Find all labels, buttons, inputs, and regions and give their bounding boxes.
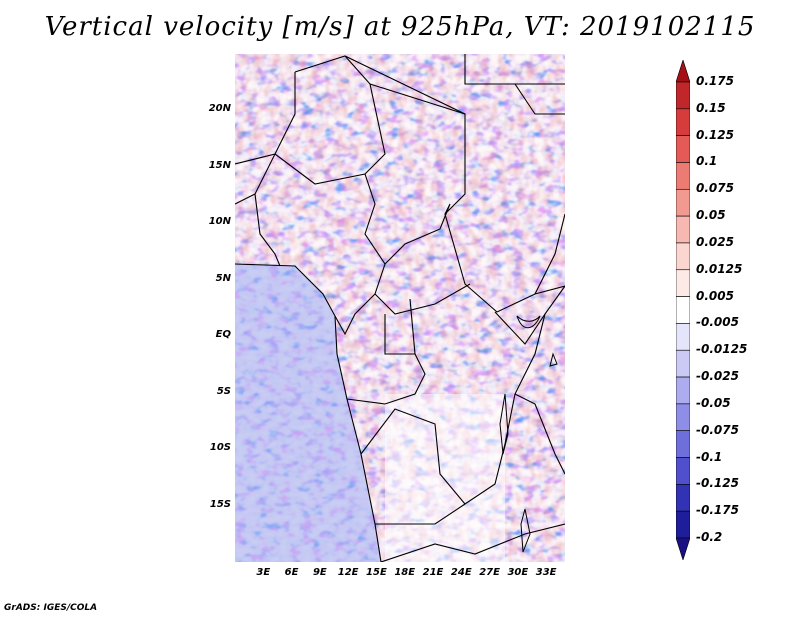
lat-tick-label: 5S [216,385,231,397]
lat-tick-label: 20N [208,103,231,115]
colorbar-swatch [676,81,690,110]
colorbar-swatch [676,162,690,190]
footer-credit: GrADS: IGES/COLA [4,603,98,613]
colorbar-swatch [676,323,690,351]
lon-tick-label: 33E [535,567,557,578]
colorbar-level-label: -0.05 [696,395,731,410]
lon-tick-label: 30E [507,567,529,578]
lat-tick-label: 15N [208,159,231,171]
colorbar-level-label: 0.005 [696,288,734,303]
colorbar-swatch [676,269,690,297]
colorbar-level-label: -0.005 [696,315,739,330]
colorbar-swatch [676,60,690,83]
colorbar-swatch [676,457,690,485]
lat-tick-label: 10N [208,216,231,228]
lon-tick-label: 12E [337,567,359,578]
map-panel [235,54,565,562]
lat-tick-label: 5N [215,272,231,284]
colorbar-swatch [676,376,690,405]
colorbar-swatch [676,430,690,458]
colorbar-swatch [676,349,690,378]
colorbar-level-label: -0.175 [696,503,739,518]
colorbar-swatch [676,242,690,271]
colorbar-level-label: 0.15 [696,100,726,115]
colorbar-swatch [676,296,690,324]
lat-tick-label: 10S [209,442,231,454]
colorbar-level-label: 0.075 [696,181,734,196]
country-borders [235,54,565,562]
lon-tick-label: 9E [312,567,327,578]
colorbar-level-label: 0.125 [696,127,734,142]
velocity-field-map [235,54,565,562]
colorbar-level-label: -0.0125 [696,342,748,357]
colorbar-swatch [676,484,690,512]
lon-tick-label: 6E [284,567,299,578]
lon-tick-label: 24E [450,567,472,578]
lon-tick-label: 18E [394,567,416,578]
colorbar-swatch [676,403,690,432]
colorbar-level-label: 0.0125 [696,261,743,276]
lat-tick-label: 15S [209,498,231,510]
colorbar-level-label: -0.075 [696,422,739,437]
colorbar-swatch [676,215,690,244]
colorbar-swatch [676,510,690,539]
colorbar-swatch [676,108,690,136]
colorbar-swatch [676,135,690,163]
lakes [499,315,558,553]
colorbar-level-label: -0.1 [696,449,723,464]
colorbar-level-label: 0.1 [696,154,718,169]
lon-tick-label: 15E [366,567,387,578]
lat-tick-label: EQ [215,329,231,341]
lon-tick-label: 21E [422,567,444,578]
colorbar-level-label: -0.2 [696,530,723,544]
lon-tick-label: 3E [256,567,271,578]
colorbar-level-label: 0.025 [696,234,734,249]
colorbar-level-label: -0.125 [696,476,739,491]
colorbar-swatch [676,188,690,217]
colorbar-level-label: 0.175 [696,74,734,88]
chart-title: Vertical velocity [m/s] at 925hPa, VT: 2… [44,12,756,42]
colorbar [676,60,690,560]
colorbar-level-label: 0.05 [696,208,726,223]
colorbar-level-label: -0.025 [696,369,739,384]
lon-tick-label: 27E [479,567,500,578]
colorbar-swatch [676,537,690,560]
